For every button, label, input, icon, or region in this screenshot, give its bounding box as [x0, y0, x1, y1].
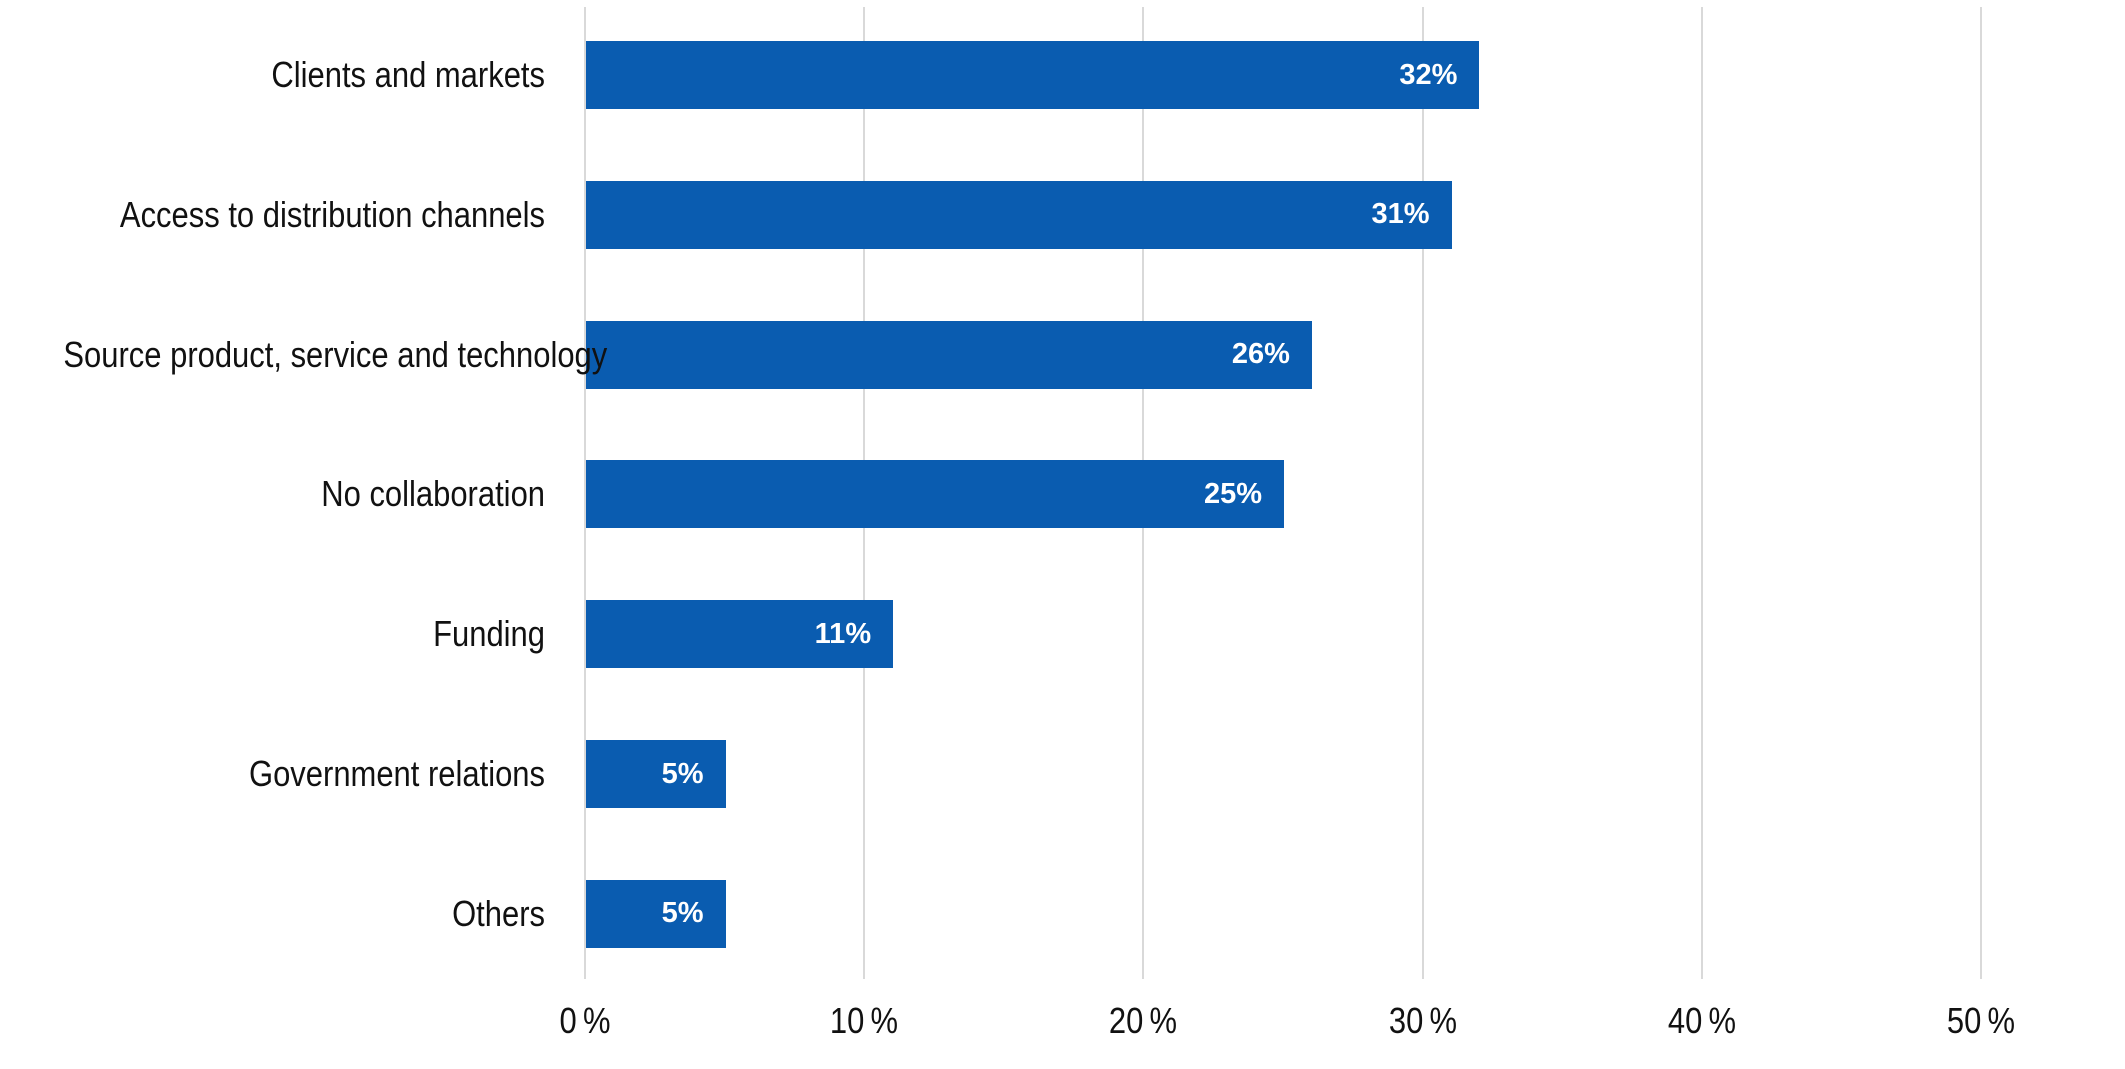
bar: 5%: [586, 879, 726, 948]
bar-value-label: 26%: [1231, 338, 1290, 371]
x-tick-label: 10 %: [830, 1000, 899, 1041]
category-label: Access to distribution channels: [119, 193, 546, 235]
gridline-50: [1980, 7, 1982, 979]
bar-value-label: 5%: [661, 897, 704, 930]
x-tick-label: 50 %: [1946, 1000, 2016, 1041]
bar-value-label: 5%: [661, 757, 704, 790]
bar: 26%: [586, 320, 1312, 389]
bar-value-label: 25%: [1203, 477, 1262, 510]
x-tick-label: 20 %: [1109, 1000, 1178, 1041]
category-label: Funding: [433, 613, 545, 655]
category-label: Others: [452, 892, 545, 934]
category-label: Clients and markets: [271, 54, 545, 95]
gridline-40: [1700, 7, 1703, 979]
bar-value-label: 31%: [1371, 198, 1430, 231]
bar: 5%: [586, 740, 726, 808]
category-label: Government relations: [249, 753, 545, 794]
x-tick-label: 40 %: [1667, 1000, 1736, 1041]
bar-value-label: 32%: [1399, 58, 1458, 91]
bar-value-label: 11%: [814, 617, 872, 650]
gridline-0: [584, 7, 586, 979]
bar: 31%: [586, 180, 1452, 249]
category-label: Source product, service and technology: [63, 333, 608, 375]
bar: 32%: [586, 41, 1480, 109]
x-tick-label: 0 %: [559, 1000, 611, 1041]
gridline-30: [1421, 7, 1424, 979]
x-tick-label: 30 %: [1388, 1000, 1457, 1041]
category-label: No collaboration: [321, 473, 545, 515]
bar: 25%: [586, 460, 1284, 529]
bar: 11%: [586, 600, 894, 669]
